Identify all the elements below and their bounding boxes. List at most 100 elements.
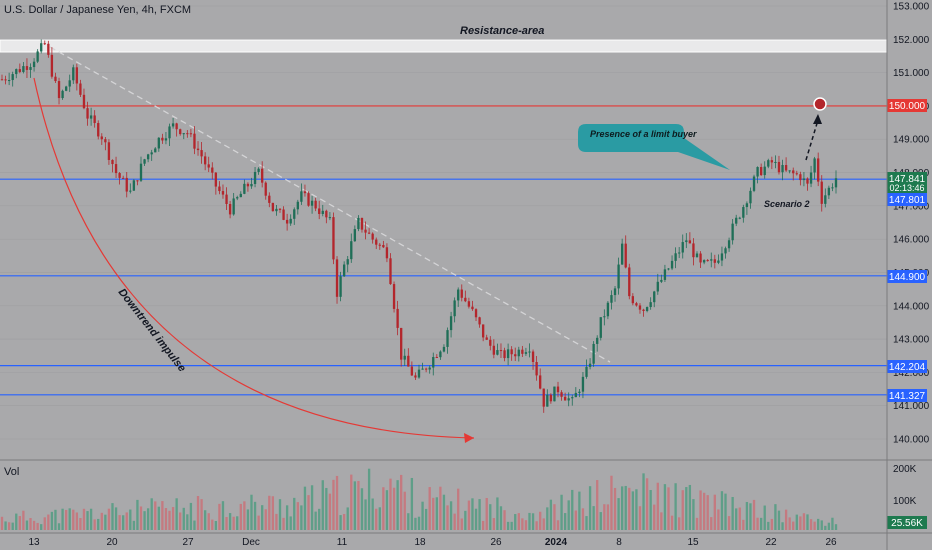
- volume-bar: [79, 518, 82, 530]
- candle-body: [831, 187, 834, 189]
- candle-body: [342, 264, 346, 277]
- time-tick: 11: [337, 537, 348, 548]
- volume-bar: [296, 502, 299, 530]
- time-tick: 8: [616, 537, 622, 548]
- volume-bar: [232, 516, 235, 530]
- candle-body: [788, 170, 791, 172]
- volume-bar: [143, 511, 146, 530]
- volume-bar: [481, 520, 485, 530]
- candle-body: [567, 398, 570, 401]
- volume-bar: [578, 491, 581, 530]
- candle-body: [403, 355, 406, 360]
- price-tick: 144.000: [893, 301, 930, 312]
- candle-body: [175, 123, 178, 130]
- candle-body: [171, 123, 175, 127]
- time-tick: 15: [687, 537, 699, 548]
- candle-body: [357, 217, 360, 230]
- candle-body: [834, 178, 838, 188]
- volume-bar: [203, 510, 207, 530]
- volume-bar: [236, 516, 239, 530]
- volume-bar: [47, 514, 50, 530]
- candle-body: [385, 247, 389, 259]
- candle-body: [339, 276, 342, 297]
- candle-body: [649, 302, 652, 308]
- volume-bar: [453, 513, 456, 530]
- volume-bar: [542, 518, 545, 530]
- candle-body: [799, 174, 802, 181]
- candle-body: [759, 167, 763, 176]
- volume-bar: [186, 514, 189, 530]
- volume-bar: [228, 513, 232, 530]
- volume-bar: [89, 508, 93, 530]
- volume-bar: [54, 509, 57, 530]
- candle-body: [710, 259, 713, 261]
- svg-text:147.801: 147.801: [889, 195, 926, 206]
- volume-bar: [439, 486, 442, 530]
- volume-bar: [314, 511, 317, 530]
- volume-bar: [460, 518, 463, 530]
- price-tick: 147.000: [893, 201, 930, 212]
- volume-bar: [792, 521, 795, 530]
- svg-text:144.900: 144.900: [889, 272, 926, 283]
- volume-bar: [492, 518, 496, 530]
- volume-bars: [0, 468, 838, 530]
- tag-150: 150.000: [887, 99, 927, 112]
- volume-bar: [457, 488, 460, 530]
- volume-bar: [685, 487, 688, 530]
- candle-body: [503, 350, 506, 359]
- volume-bar: [788, 517, 791, 530]
- tag-142204: 142.204: [887, 360, 927, 373]
- candle-body: [749, 190, 752, 204]
- volume-bar: [243, 501, 246, 530]
- candle-body: [792, 170, 795, 174]
- volume-bar: [628, 487, 631, 530]
- candle-body: [670, 260, 674, 269]
- time-axis[interactable]: 13 20 27 Dec 11 18 26 2024 8 15 22 26: [28, 537, 837, 548]
- candle-body: [702, 260, 706, 263]
- candle-body: [752, 176, 756, 191]
- volume-bar: [261, 505, 264, 530]
- candle-body: [203, 156, 207, 165]
- volume-bar: [207, 513, 210, 530]
- candle-body: [442, 346, 446, 352]
- volume-bar: [606, 504, 610, 530]
- candle-body: [293, 209, 296, 219]
- tag-current: 147.841 02:13:46: [887, 172, 927, 194]
- time-tick: 26: [825, 537, 837, 548]
- candle-body: [68, 80, 71, 87]
- candle-body: [325, 210, 328, 218]
- candle-body: [228, 204, 232, 215]
- candle-body: [539, 375, 542, 389]
- candle-body: [546, 394, 549, 407]
- candle-body: [179, 129, 182, 135]
- candle-body: [100, 136, 103, 140]
- callout-text: Presence of a limit buyer: [590, 129, 697, 139]
- volume-bar: [97, 518, 100, 530]
- volume-bar: [442, 494, 446, 530]
- downtrend-label: Downtrend impulse: [116, 286, 188, 374]
- volume-bar: [581, 508, 585, 530]
- volume-bar: [767, 521, 770, 530]
- price-axis[interactable]: 153.000152.000151.000150.000149.000148.0…: [893, 2, 930, 446]
- volume-bar: [332, 479, 335, 530]
- candle-body: [531, 351, 535, 362]
- volume-bar: [382, 487, 385, 530]
- target-marker[interactable]: [813, 97, 827, 111]
- volume-bar: [282, 517, 285, 530]
- volume-bar: [738, 507, 741, 530]
- volume-bar: [271, 496, 275, 530]
- volume-bar: [339, 515, 342, 530]
- volume-bar: [367, 468, 371, 530]
- volume-bar: [268, 495, 271, 530]
- candle-body: [275, 208, 278, 212]
- volume-bar: [485, 497, 488, 530]
- volume-bar: [670, 515, 674, 530]
- candle-body: [7, 80, 11, 82]
- volume-bar: [414, 517, 417, 530]
- volume-bar: [656, 482, 659, 530]
- scenario-projection: [805, 119, 819, 161]
- volume-bar: [407, 513, 410, 530]
- volume-bar: [175, 498, 178, 530]
- volume-bar: [139, 506, 143, 530]
